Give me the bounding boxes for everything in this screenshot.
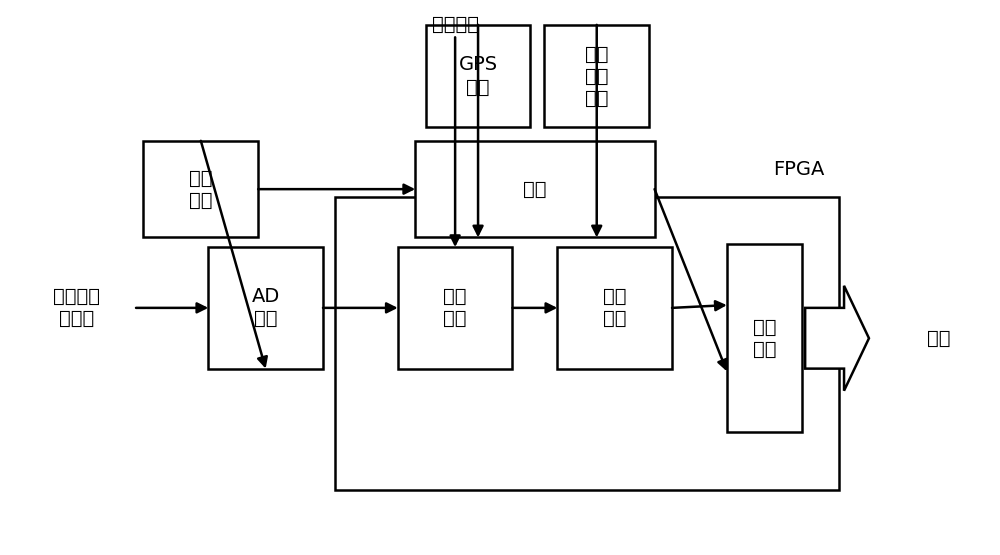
Bar [335, 198, 839, 490]
Text: 原子
钟秒
脉冲: 原子 钟秒 脉冲 [585, 44, 608, 108]
Polygon shape [805, 286, 869, 391]
Text: FPGA: FPGA [773, 160, 825, 179]
Text: 峰值
检索: 峰值 检索 [603, 287, 626, 329]
Text: 数据
合成: 数据 合成 [753, 318, 776, 359]
Text: GPS
时间: GPS 时间 [458, 56, 498, 97]
Text: AD
模块: AD 模块 [252, 287, 280, 329]
Bar [727, 244, 802, 432]
Text: 本地
晶振: 本地 晶振 [189, 169, 213, 210]
Text: 阈值控制: 阈值控制 [432, 15, 479, 34]
Text: 探测器脉
冲信号: 探测器脉 冲信号 [53, 287, 100, 329]
Text: 输出: 输出 [927, 329, 951, 348]
Bar [544, 25, 649, 127]
Bar [208, 247, 323, 369]
Bar [398, 247, 512, 369]
Text: 数字
滤波: 数字 滤波 [443, 287, 467, 329]
Bar [426, 25, 530, 127]
Bar [143, 141, 258, 238]
Bar [415, 141, 655, 238]
Text: 计时: 计时 [523, 180, 547, 199]
Bar [557, 247, 672, 369]
